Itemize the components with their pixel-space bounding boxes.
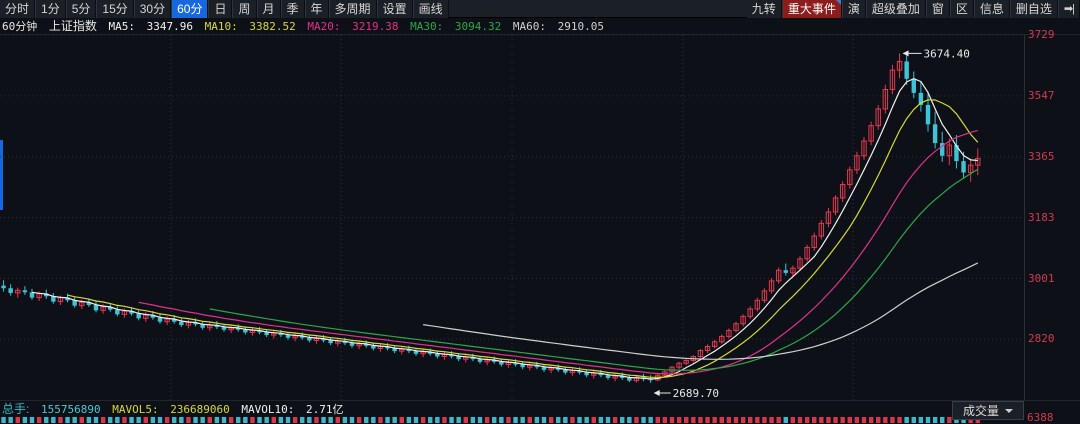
chevron-down-icon: [1005, 408, 1013, 413]
period-button-6[interactable]: 日: [208, 0, 233, 18]
tool-button-3[interactable]: 超级叠加: [865, 0, 926, 18]
tool-button-4[interactable]: 窗: [925, 0, 950, 18]
legend-ma30-label: MA30:: [410, 20, 444, 33]
tool-button-6[interactable]: 信息: [973, 0, 1010, 18]
price-tick-2: 3365: [1028, 149, 1055, 163]
price-axis[interactable]: 3729 3547 3365 3183 3001 2820: [1024, 29, 1080, 400]
high-price-annotation: 3674.40: [924, 47, 970, 60]
legend-ma5-label: MA5:: [108, 20, 136, 33]
legend-ma60-value: 2910.05: [557, 20, 604, 33]
legend-ma10-label: MA10:: [204, 20, 238, 33]
period-button-10[interactable]: 年: [304, 0, 329, 18]
period-button-0[interactable]: 分时: [0, 0, 36, 18]
volume-total-label: 总手:: [2, 402, 30, 416]
period-button-3[interactable]: 15分: [96, 0, 134, 18]
mavol5-value: 236689060: [170, 403, 230, 416]
volume-axis-tick: 6388: [1027, 411, 1054, 424]
tool-button-5[interactable]: 区: [949, 0, 974, 18]
jump-to-end-icon[interactable]: ➡|: [1057, 0, 1080, 18]
legend-symbol-name[interactable]: 上证指数: [48, 19, 97, 33]
legend-period: 60分钟: [2, 20, 38, 33]
price-pane[interactable]: 3674.40 2689.70: [0, 35, 1024, 400]
tool-button-1[interactable]: 重大事件: [781, 0, 842, 18]
chart-scroll-indicator[interactable]: [0, 140, 3, 210]
period-button-4[interactable]: 30分: [133, 0, 172, 18]
period-button-11[interactable]: 多周期: [328, 0, 377, 18]
period-button-12[interactable]: 设置: [376, 0, 413, 18]
price-tick-1: 3547: [1028, 88, 1055, 102]
price-tick-5: 2820: [1028, 332, 1055, 346]
price-tick-4: 3001: [1028, 271, 1055, 285]
period-button-9[interactable]: 季: [280, 0, 305, 18]
period-button-13[interactable]: 画线: [412, 0, 449, 18]
legend-ma30-value: 3094.32: [454, 20, 502, 33]
legend-ma60-label: MA60:: [512, 20, 546, 33]
mavol10-value: 2.71亿: [306, 403, 344, 416]
tool-button-7[interactable]: 删自选: [1009, 0, 1058, 18]
candlestick-chart-area[interactable]: 3674.40 2689.70 3729 3547 3365 3183 3001 2820: [0, 29, 1080, 400]
top-toolbar: 分时 1分 5分 15分 30分 60分日周月季年多周期 设置 画线 九转 重大事件演超级叠加窗…: [0, 0, 1080, 18]
period-button-2[interactable]: 5分: [65, 0, 97, 18]
volume-indicator-selector[interactable]: 成交量: [952, 401, 1024, 420]
mavol5-label: MAVOL5:: [112, 403, 159, 416]
volume-indicator-label: 成交量: [962, 404, 999, 418]
tool-button-0[interactable]: 九转: [746, 0, 782, 18]
volume-total-value: 155756890: [40, 403, 101, 416]
legend-ma10-value: 3382.52: [249, 20, 296, 33]
legend-ma20-label: MA20:: [307, 20, 341, 33]
price-tick-3: 3183: [1028, 210, 1055, 224]
volume-legend-bar: 总手: 155756890 MAVOL5: 236689060 MAVOL10:…: [0, 400, 1080, 417]
period-button-7[interactable]: 周: [232, 0, 257, 18]
legend-ma20-value: 3219.38: [352, 20, 399, 33]
period-button-5[interactable]: 60分: [171, 0, 209, 18]
period-button-8[interactable]: 月: [256, 0, 281, 18]
price-tick-0: 3729: [1028, 28, 1055, 41]
low-price-annotation: 2689.70: [673, 387, 719, 400]
period-button-1[interactable]: 1分: [35, 0, 66, 18]
tool-button-2[interactable]: 演: [841, 0, 866, 18]
tool-button-group: 九转 重大事件演超级叠加窗区信息 删自选 ➡|: [746, 0, 1080, 18]
price-plot[interactable]: 3674.40 2689.70: [0, 35, 1024, 400]
mavol10-label: MAVOL10:: [241, 403, 295, 416]
ma-legend-bar: 60分钟 上证指数 MA5: 3347.96 MA10: 3382.52 MA2…: [0, 18, 1080, 35]
period-button-group: 分时 1分 5分 15分 30分 60分日周月季年多周期 设置 画线: [0, 0, 449, 18]
legend-ma5-value: 3347.96: [146, 20, 193, 33]
